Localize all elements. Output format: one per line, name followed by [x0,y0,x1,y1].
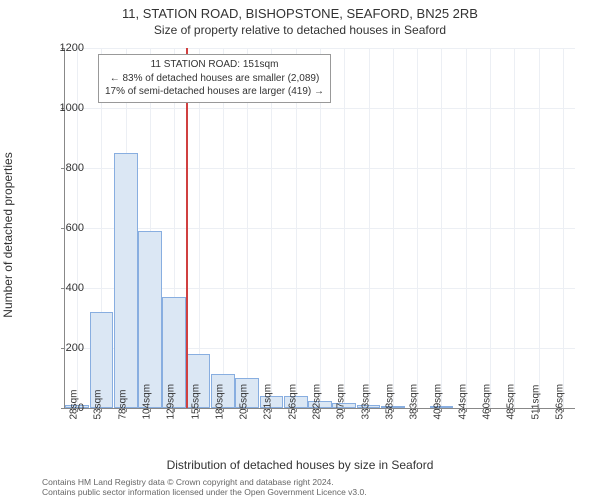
title-sub: Size of property relative to detached ho… [0,21,600,37]
annotation-box: 11 STATION ROAD: 151sqm ← 83% of detache… [98,54,331,103]
gridline-v [417,48,418,408]
gridline-v [466,48,467,408]
gridline-v [514,48,515,408]
histogram-bar [114,153,138,408]
annotation-line1: 11 STATION ROAD: 151sqm [105,58,324,72]
gridline-v [441,48,442,408]
histogram-bar [138,231,162,408]
gridline-v [393,48,394,408]
ytick-label: 600 [44,222,84,234]
ytick-label: 1200 [44,42,84,54]
footer-line2: Contains public sector information licen… [42,488,600,498]
gridline-v [369,48,370,408]
ytick-label: 800 [44,162,84,174]
y-axis-label: Number of detached properties [1,152,15,317]
ytick-label: 1000 [44,102,84,114]
ytick-label: 200 [44,342,84,354]
gridline-v [490,48,491,408]
ytick-label: 400 [44,282,84,294]
title-main: 11, STATION ROAD, BISHOPSTONE, SEAFORD, … [0,0,600,21]
gridline-v [344,48,345,408]
annotation-line2: ← 83% of detached houses are smaller (2,… [105,72,324,86]
gridline-v [563,48,564,408]
footer: Contains HM Land Registry data © Crown c… [0,478,600,498]
x-axis-label: Distribution of detached houses by size … [0,458,600,472]
chart-container: 11, STATION ROAD, BISHOPSTONE, SEAFORD, … [0,0,600,500]
gridline-v [539,48,540,408]
chart-area: 11 STATION ROAD: 151sqm ← 83% of detache… [64,48,574,408]
annotation-line3: 17% of semi-detached houses are larger (… [105,85,324,99]
